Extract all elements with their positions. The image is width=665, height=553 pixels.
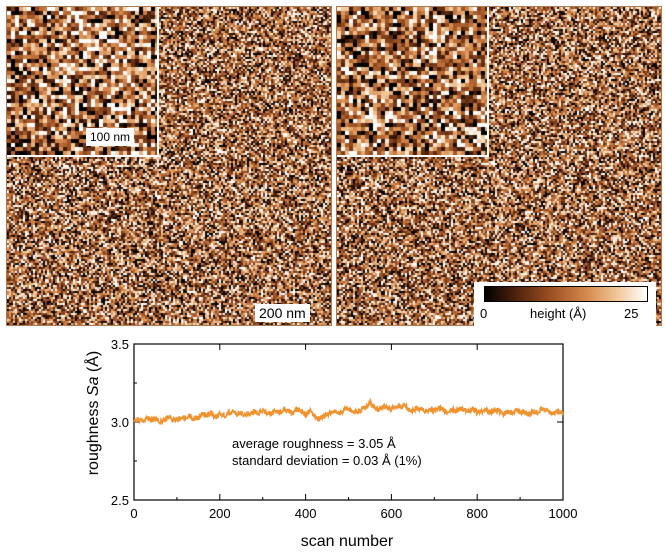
y-tick-label: 3.0 bbox=[111, 415, 129, 430]
y-tick-label: 3.5 bbox=[111, 337, 129, 352]
colorbar-legend: 0 height (Å) 25 bbox=[474, 282, 656, 326]
colorbar-max: 25 bbox=[624, 306, 639, 321]
x-tick-label: 600 bbox=[381, 506, 403, 521]
inset-scale-label: 100 nm bbox=[86, 128, 135, 146]
y-tick-label: 2.5 bbox=[111, 493, 129, 508]
scale-label: 200 nm bbox=[255, 304, 310, 322]
afm-image-left: 100 nm 200 nm bbox=[6, 6, 332, 326]
afm-inset-right bbox=[337, 7, 489, 157]
colorbar-min: 0 bbox=[480, 306, 488, 321]
x-tick-label: 400 bbox=[295, 506, 317, 521]
x-tick-label: 800 bbox=[466, 506, 488, 521]
x-tick-label: 200 bbox=[209, 506, 231, 521]
afm-inset-texture-left bbox=[7, 7, 157, 155]
colorbar-gradient bbox=[484, 286, 648, 302]
x-tick-label: 1000 bbox=[549, 506, 578, 521]
x-tick-label: 0 bbox=[130, 506, 137, 521]
y-axis-label: roughness Sa (Å) bbox=[83, 351, 102, 476]
annotation-average: average roughness = 3.05 Å bbox=[232, 436, 396, 451]
plot-frame bbox=[133, 343, 564, 501]
annotation-stdev: standard deviation = 0.03 Å (1%) bbox=[232, 453, 422, 468]
colorbar-label: height (Å) bbox=[530, 306, 587, 321]
afm-image-right bbox=[336, 6, 662, 326]
x-axis-label: scan number bbox=[301, 533, 394, 550]
afm-inset-left: 100 nm bbox=[7, 7, 159, 157]
roughness-series-line bbox=[133, 397, 564, 426]
afm-inset-texture-right bbox=[337, 7, 487, 155]
roughness-chart: 0 200 400 600 800 1000 2.5 3.0 3.5 roughness Sa … bbox=[83, 337, 578, 550]
